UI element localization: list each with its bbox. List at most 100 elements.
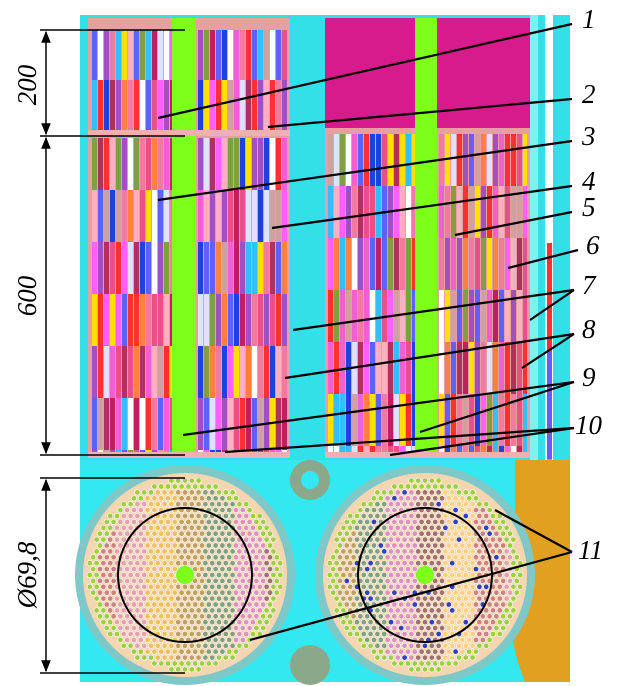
rod-segment xyxy=(276,346,281,398)
pin xyxy=(377,589,384,596)
pin xyxy=(445,554,452,561)
pin xyxy=(216,501,223,508)
pin xyxy=(466,495,473,502)
pin xyxy=(384,507,391,514)
rod-segment xyxy=(445,394,450,446)
pin xyxy=(161,630,168,637)
pin xyxy=(347,619,354,626)
pin xyxy=(178,495,185,502)
pin xyxy=(445,589,452,596)
rod-segment xyxy=(463,342,468,394)
pin xyxy=(391,483,398,490)
pin xyxy=(425,660,432,667)
pin xyxy=(387,489,394,496)
pin xyxy=(360,583,367,590)
pin xyxy=(455,607,462,614)
pin xyxy=(171,518,178,525)
pin xyxy=(367,548,374,555)
pin xyxy=(408,477,415,484)
rod-segment xyxy=(210,138,215,190)
pin xyxy=(489,595,496,602)
pin xyxy=(236,583,243,590)
pin xyxy=(239,566,246,573)
pin xyxy=(350,601,357,608)
pin xyxy=(425,625,432,632)
pin xyxy=(141,571,148,578)
pin xyxy=(222,571,229,578)
rod-segment xyxy=(493,186,498,238)
pin xyxy=(270,548,277,555)
pin xyxy=(178,589,185,596)
rod-segment xyxy=(282,398,287,450)
pin xyxy=(391,625,398,632)
rod-segment xyxy=(282,30,287,80)
pin xyxy=(226,648,233,655)
pin xyxy=(209,595,216,602)
pin xyxy=(462,489,469,496)
pin xyxy=(418,648,425,655)
pin xyxy=(404,530,411,537)
pin xyxy=(387,583,394,590)
pin xyxy=(168,595,175,602)
rod-segment xyxy=(400,342,405,394)
pin xyxy=(222,595,229,602)
dimension-label: Ø69,8 xyxy=(12,541,42,609)
pin xyxy=(411,601,418,608)
gap xyxy=(530,15,538,460)
pin xyxy=(250,607,257,614)
pin xyxy=(418,518,425,525)
rod-segment xyxy=(364,186,369,238)
pin xyxy=(195,607,202,614)
pin xyxy=(168,654,175,661)
rod-segment xyxy=(475,290,480,342)
rod-segment xyxy=(246,80,251,130)
pin xyxy=(466,554,473,561)
pin xyxy=(171,648,178,655)
pin xyxy=(178,483,185,490)
pin xyxy=(421,583,428,590)
pin xyxy=(483,630,490,637)
pin xyxy=(330,554,337,561)
rod-segment xyxy=(128,450,133,452)
rod-segment xyxy=(228,346,233,398)
rod-segment xyxy=(445,134,450,186)
pin xyxy=(415,642,422,649)
rod-segment xyxy=(240,80,245,130)
pin xyxy=(408,524,415,531)
rod-segment xyxy=(376,290,381,342)
rod-segment xyxy=(445,446,450,452)
pin xyxy=(333,607,340,614)
pin xyxy=(161,548,168,555)
rod-segment xyxy=(134,190,139,242)
pin xyxy=(466,589,473,596)
pin xyxy=(205,660,212,667)
pin xyxy=(158,483,165,490)
pin xyxy=(226,566,233,573)
pin xyxy=(195,666,202,673)
pin xyxy=(246,601,253,608)
rod-segment xyxy=(487,238,492,290)
rod-segment xyxy=(92,346,97,398)
pin xyxy=(114,595,121,602)
rod-segment xyxy=(92,30,97,80)
pin xyxy=(124,566,131,573)
rod-segment xyxy=(252,190,257,242)
pin xyxy=(209,642,216,649)
rod-segment xyxy=(352,134,357,186)
pin xyxy=(205,518,212,525)
pin xyxy=(165,518,172,525)
pin xyxy=(151,636,158,643)
pin xyxy=(192,601,199,608)
pin xyxy=(347,524,354,531)
pin xyxy=(212,554,219,561)
pin xyxy=(100,548,107,555)
pin xyxy=(219,648,226,655)
rod-segment xyxy=(451,186,456,238)
rod-segment xyxy=(134,80,139,130)
pin xyxy=(199,518,206,525)
pin xyxy=(131,589,138,596)
pin xyxy=(357,625,364,632)
rod-segment xyxy=(270,450,275,452)
pin xyxy=(205,483,212,490)
rod-segment xyxy=(346,394,351,446)
